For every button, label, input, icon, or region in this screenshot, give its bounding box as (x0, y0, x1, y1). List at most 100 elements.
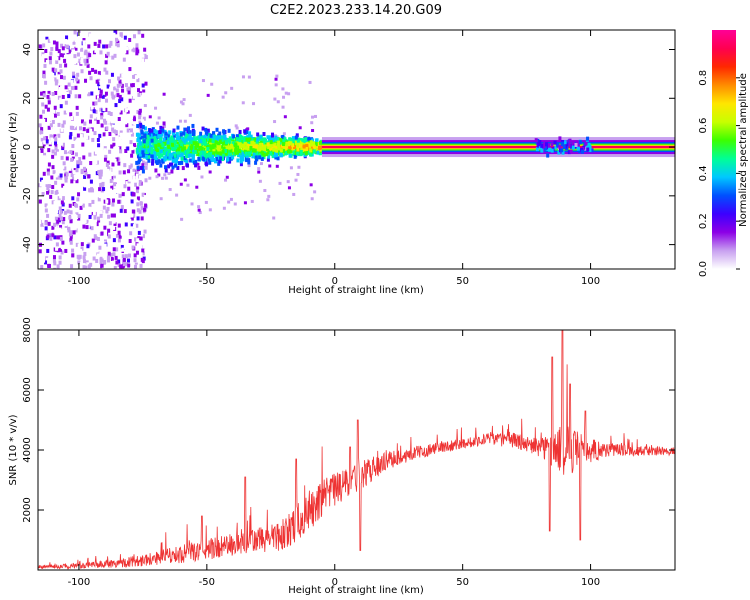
y-tick-label: 0 (22, 144, 33, 150)
heatmap-cell (67, 58, 71, 63)
heatmap-cell (136, 132, 140, 137)
heatmap-cell (315, 144, 319, 149)
heatmap-cell (90, 54, 94, 59)
heatmap-cell (104, 91, 108, 96)
heatmap-cell (221, 153, 225, 158)
heatmap-cell (271, 145, 275, 150)
heatmap-cell (43, 140, 47, 145)
heatmap-cell (141, 169, 145, 174)
heatmap-cell (253, 148, 257, 153)
heatmap-cell (194, 145, 198, 150)
heatmap-cell (53, 261, 57, 266)
heatmap-cell (51, 225, 55, 230)
heatmap-cell (197, 156, 201, 161)
heatmap-cell (145, 149, 149, 154)
heatmap-cell (136, 186, 140, 190)
heatmap-cell (90, 47, 94, 52)
heatmap-cell (289, 149, 293, 154)
heatmap-cell (51, 233, 55, 238)
heatmap-cell (136, 33, 140, 38)
heatmap-cell (40, 222, 44, 227)
heatmap-cell (535, 147, 539, 152)
heatmap-cell (228, 157, 232, 162)
heatmap-cell (85, 225, 89, 230)
heatmap-cell (247, 146, 251, 151)
heatmap-cell (118, 146, 122, 151)
heatmap-cell (57, 56, 61, 61)
heatmap-cell (145, 265, 149, 269)
heatmap-cell (93, 114, 97, 119)
heatmap-cell (247, 137, 251, 142)
heatmap-cell (544, 146, 548, 151)
heatmap-cell (60, 43, 64, 48)
heatmap-cell (291, 139, 295, 144)
heatmap-cell (252, 151, 256, 156)
heatmap-cell (168, 156, 172, 161)
heatmap-cell (38, 163, 42, 168)
heatmap-cell (249, 143, 253, 148)
heatmap-cell (116, 43, 120, 48)
heatmap-cell (81, 203, 85, 208)
heatmap-cell (47, 148, 51, 153)
heatmap-cell (68, 166, 72, 171)
heatmap-cell (212, 152, 216, 157)
heatmap-cell (105, 199, 109, 204)
heatmap-cell (191, 149, 195, 154)
heatmap-cell (84, 49, 88, 54)
heatmap-cell (266, 157, 270, 162)
heatmap-cell (127, 201, 131, 206)
heatmap-cell (105, 192, 109, 197)
heatmap-cell (92, 109, 96, 114)
heatmap-cell (83, 183, 87, 188)
heatmap-cell (534, 138, 538, 143)
heatmap-cell (80, 226, 84, 231)
heatmap-cell (151, 149, 155, 154)
heatmap-cell (162, 151, 166, 156)
heatmap-cell (44, 136, 48, 141)
heatmap-cell (76, 72, 80, 77)
heatmap-cell (124, 247, 128, 252)
heatmap-cell (88, 152, 92, 157)
heatmap-cell (144, 165, 148, 170)
heatmap-cell (120, 216, 124, 221)
heatmap-cell (67, 193, 71, 198)
heatmap-cell (234, 146, 238, 151)
heatmap-cell (139, 135, 143, 140)
heatmap-cell (103, 243, 107, 248)
heatmap-cell (53, 267, 57, 269)
heatmap-cell (181, 166, 185, 171)
heatmap-cell (154, 140, 158, 145)
heatmap-cell (99, 107, 103, 112)
heatmap-cell (158, 154, 162, 159)
heatmap-cell (61, 164, 65, 169)
heatmap-cell (45, 36, 49, 41)
heatmap-cell (267, 150, 271, 155)
heatmap-cell (68, 169, 72, 174)
heatmap-cell (278, 181, 282, 185)
heatmap-cell (51, 200, 55, 205)
heatmap-cell (88, 254, 92, 259)
heatmap-cell (47, 100, 51, 105)
heatmap-cell (38, 219, 42, 224)
heatmap-cell (57, 71, 61, 76)
heatmap-cell (78, 94, 82, 99)
heatmap-cell (256, 137, 260, 142)
heatmap-cell (111, 124, 115, 129)
heatmap-cell (47, 263, 51, 268)
heatmap-cell (251, 137, 255, 142)
heatmap-cell (83, 174, 87, 179)
heatmap-cell (116, 83, 120, 88)
heatmap-cell (141, 192, 145, 197)
heatmap-cell (181, 147, 185, 152)
heatmap-cell (105, 70, 109, 75)
heatmap-cell (536, 138, 540, 143)
heatmap-cell (70, 86, 74, 91)
heatmap-cell (86, 47, 90, 52)
heatmap-cell (41, 144, 45, 149)
heatmap-cell (80, 60, 84, 65)
heatmap-cell (101, 181, 105, 186)
heatmap-cell (145, 142, 149, 147)
heatmap-cell (53, 214, 57, 219)
heatmap-cell (144, 178, 148, 183)
heatmap-cell (61, 240, 65, 245)
